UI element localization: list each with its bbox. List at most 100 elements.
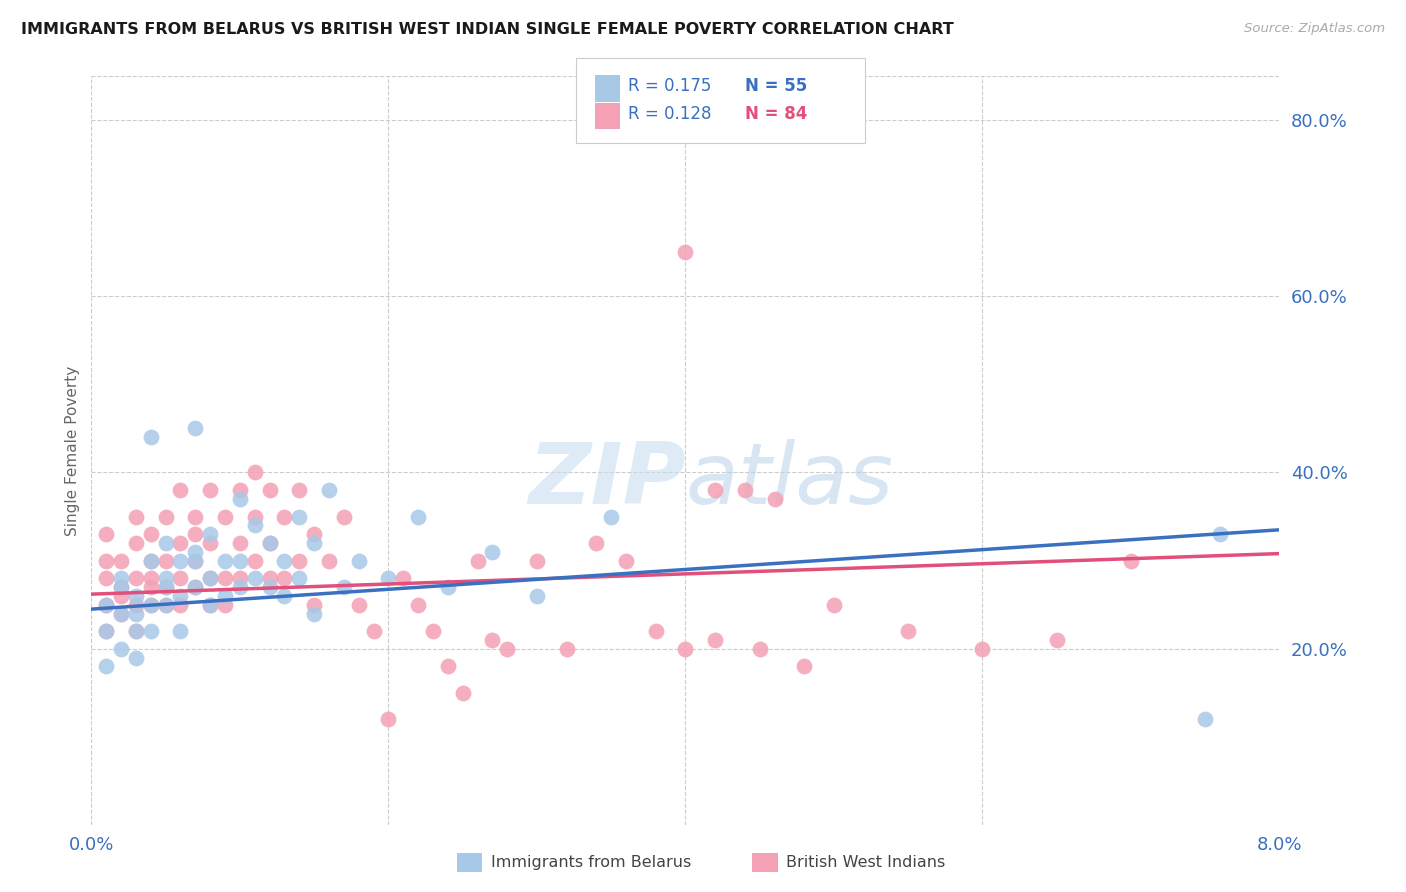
Point: [406, 598, 429, 612]
Point: [155, 598, 177, 612]
Point: [793, 659, 815, 673]
Point: [243, 554, 266, 568]
Point: [125, 624, 148, 639]
Point: [436, 659, 458, 673]
Point: [125, 624, 148, 639]
Point: [169, 554, 191, 568]
Text: ZIP: ZIP: [527, 439, 685, 522]
Point: [1119, 554, 1142, 568]
Point: [110, 571, 132, 585]
Point: [318, 554, 340, 568]
Point: [897, 624, 920, 639]
Point: [139, 598, 162, 612]
Point: [972, 641, 994, 656]
Point: [139, 598, 162, 612]
Point: [96, 624, 118, 639]
Point: [96, 659, 118, 673]
Point: [229, 554, 252, 568]
Point: [155, 598, 177, 612]
Point: [139, 624, 162, 639]
Point: [110, 607, 132, 621]
Point: [214, 509, 236, 524]
Text: R = 0.128: R = 0.128: [628, 105, 711, 123]
Point: [229, 536, 252, 550]
Point: [422, 624, 444, 639]
Point: [184, 545, 207, 559]
Text: IMMIGRANTS FROM BELARUS VS BRITISH WEST INDIAN SINGLE FEMALE POVERTY CORRELATION: IMMIGRANTS FROM BELARUS VS BRITISH WEST …: [21, 22, 953, 37]
Text: atlas: atlas: [685, 439, 893, 522]
Point: [318, 483, 340, 497]
Point: [200, 527, 222, 541]
Point: [184, 580, 207, 594]
Point: [139, 554, 162, 568]
Point: [1046, 632, 1069, 647]
Point: [259, 536, 281, 550]
Text: Source: ZipAtlas.com: Source: ZipAtlas.com: [1244, 22, 1385, 36]
Point: [243, 509, 266, 524]
Point: [155, 509, 177, 524]
Point: [200, 536, 222, 550]
Point: [96, 527, 118, 541]
Point: [110, 641, 132, 656]
Point: [451, 686, 474, 700]
Point: [302, 607, 325, 621]
Point: [184, 421, 207, 435]
Point: [214, 554, 236, 568]
Point: [169, 571, 191, 585]
Point: [229, 580, 252, 594]
Point: [139, 554, 162, 568]
Point: [1194, 712, 1216, 726]
Point: [243, 571, 266, 585]
Point: [200, 571, 222, 585]
Text: R = 0.175: R = 0.175: [628, 77, 711, 95]
Point: [259, 571, 281, 585]
Point: [125, 589, 148, 603]
Point: [214, 598, 236, 612]
Point: [526, 589, 548, 603]
Point: [214, 589, 236, 603]
Point: [200, 598, 222, 612]
Point: [110, 589, 132, 603]
Point: [363, 624, 385, 639]
Point: [823, 598, 845, 612]
Point: [302, 527, 325, 541]
Point: [288, 509, 311, 524]
Point: [704, 483, 727, 497]
Point: [125, 650, 148, 665]
Point: [125, 571, 148, 585]
Point: [155, 536, 177, 550]
Point: [288, 554, 311, 568]
Point: [347, 598, 370, 612]
Point: [169, 536, 191, 550]
Point: [184, 509, 207, 524]
Point: [333, 580, 356, 594]
Point: [704, 632, 727, 647]
Point: [600, 509, 623, 524]
Point: [467, 554, 489, 568]
Point: [763, 491, 786, 506]
Point: [184, 527, 207, 541]
Point: [273, 571, 295, 585]
Point: [125, 598, 148, 612]
Point: [169, 589, 191, 603]
Point: [125, 536, 148, 550]
Point: [302, 598, 325, 612]
Point: [614, 554, 637, 568]
Point: [259, 536, 281, 550]
Point: [110, 554, 132, 568]
Point: [125, 607, 148, 621]
Point: [200, 571, 222, 585]
Point: [184, 580, 207, 594]
Y-axis label: Single Female Poverty: Single Female Poverty: [65, 366, 80, 535]
Point: [155, 580, 177, 594]
Point: [673, 245, 696, 260]
Point: [155, 571, 177, 585]
Point: [229, 571, 252, 585]
Point: [273, 554, 295, 568]
Point: [139, 580, 162, 594]
Point: [96, 571, 118, 585]
Point: [302, 536, 325, 550]
Point: [734, 483, 756, 497]
Point: [288, 483, 311, 497]
Point: [406, 509, 429, 524]
